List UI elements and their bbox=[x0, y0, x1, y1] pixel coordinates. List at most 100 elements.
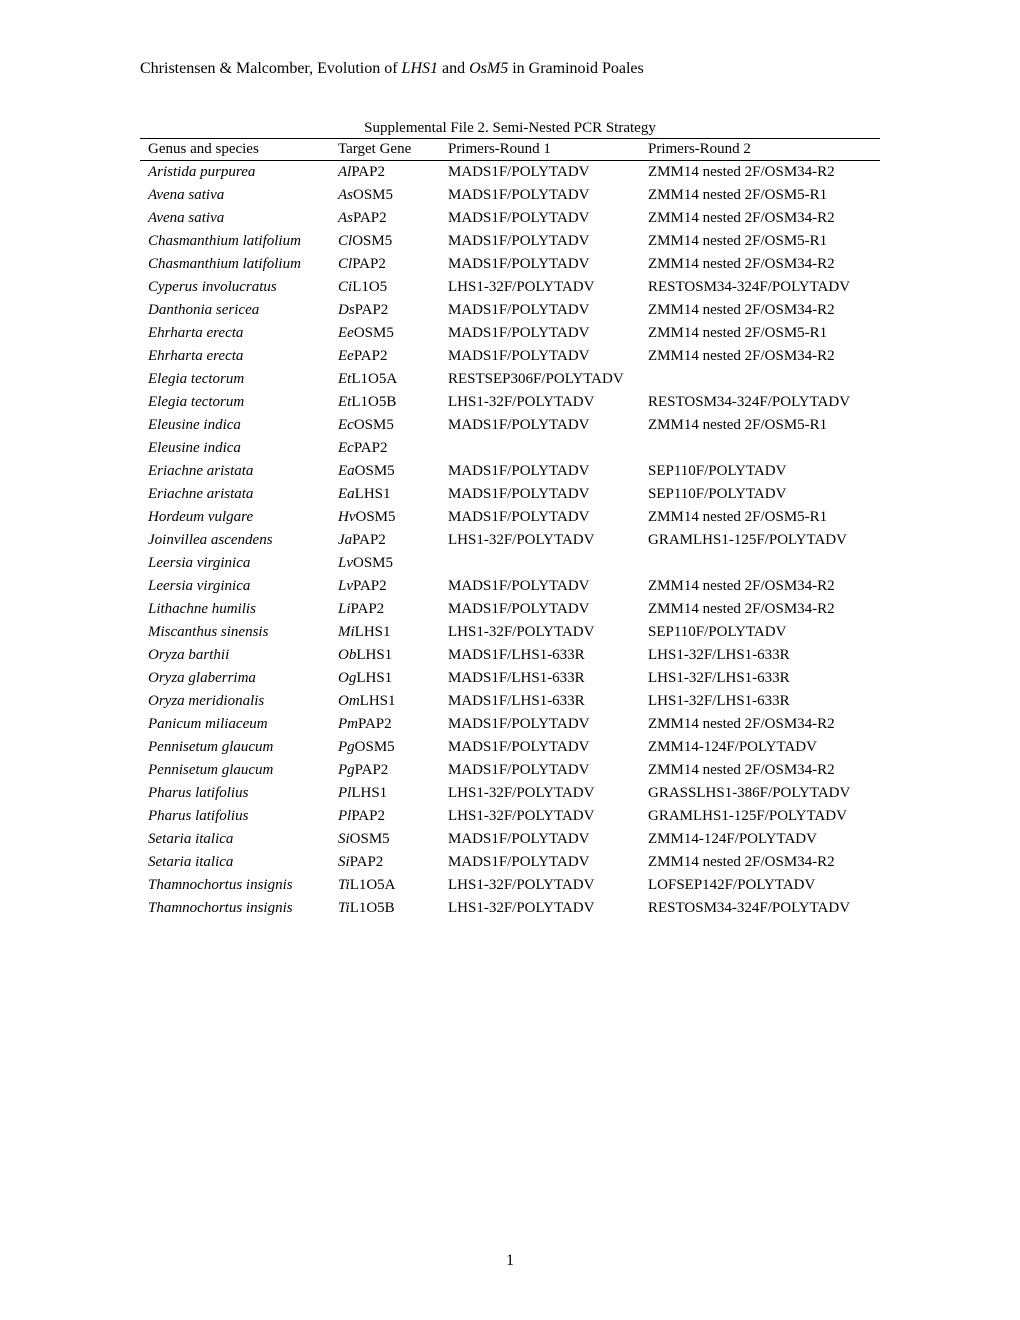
species-name: Danthonia sericea bbox=[148, 302, 259, 318]
table-row: Hordeum vulgareHvOSM5MADS1F/POLYTADVZMM1… bbox=[140, 506, 880, 529]
gene-prefix: Cl bbox=[338, 233, 352, 249]
cell-round1: MADS1F/POLYTADV bbox=[448, 575, 648, 598]
cell-gene: PgOSM5 bbox=[338, 736, 448, 759]
table-header-row: Genus and species Target Gene Primers-Ro… bbox=[140, 139, 880, 161]
gene-suffix: PAP2 bbox=[358, 716, 392, 732]
species-name: Lithachne humilis bbox=[148, 601, 256, 617]
cell-species: Ehrharta erecta bbox=[140, 322, 338, 345]
species-name: Ehrharta erecta bbox=[148, 325, 243, 341]
gene-suffix: PAP2 bbox=[355, 762, 389, 778]
col-header-r2: Primers-Round 2 bbox=[648, 139, 880, 161]
species-name: Leersia virginica bbox=[148, 555, 250, 571]
cell-species: Leersia virginica bbox=[140, 552, 338, 575]
cell-gene: MiLHS1 bbox=[338, 621, 448, 644]
cell-gene: EePAP2 bbox=[338, 345, 448, 368]
cell-round2: ZMM14-124F/POLYTADV bbox=[648, 736, 880, 759]
species-name: Ehrharta erecta bbox=[148, 348, 243, 364]
gene-prefix: Hv bbox=[338, 509, 356, 525]
gene-prefix: Si bbox=[338, 831, 350, 847]
cell-round1: MADS1F/POLYTADV bbox=[448, 414, 648, 437]
table-row: Elegia tectorumEtL1O5ARESTSEP306F/POLYTA… bbox=[140, 368, 880, 391]
table-row: Chasmanthium latifoliumClOSM5MADS1F/POLY… bbox=[140, 230, 880, 253]
species-name: Pennisetum glaucum bbox=[148, 762, 273, 778]
gene-prefix: Og bbox=[338, 670, 356, 686]
cell-gene: CiL1O5 bbox=[338, 276, 448, 299]
table-row: Ehrharta erecta EePAP2MADS1F/POLYTADVZMM1… bbox=[140, 345, 880, 368]
gene-prefix: As bbox=[338, 187, 353, 203]
gene-prefix: Cl bbox=[338, 256, 352, 272]
cell-species: Elegia tectorum bbox=[140, 368, 338, 391]
table-row: Setaria italicaSiPAP2MADS1F/POLYTADVZMM1… bbox=[140, 851, 880, 874]
cell-round1: MADS1F/POLYTADV bbox=[448, 483, 648, 506]
cell-gene: PmPAP2 bbox=[338, 713, 448, 736]
gene-prefix: Pl bbox=[338, 808, 351, 824]
table-row: Eleusine indicaEcPAP2 bbox=[140, 437, 880, 460]
table-row: Pharus latifoliusPlPAP2LHS1-32F/POLYTADV… bbox=[140, 805, 880, 828]
table-row: Panicum miliaceumPmPAP2MADS1F/POLYTADVZM… bbox=[140, 713, 880, 736]
gene-prefix: Ob bbox=[338, 647, 356, 663]
cell-species: Eriachne aristata bbox=[140, 460, 338, 483]
table-row: Leersia virginicaLvOSM5 bbox=[140, 552, 880, 575]
gene-suffix: PAP2 bbox=[351, 601, 385, 617]
table-row: Ehrharta erectaEeOSM5MADS1F/POLYTADVZMM1… bbox=[140, 322, 880, 345]
cell-gene: EtL1O5B bbox=[338, 391, 448, 414]
gene-suffix: PAP2 bbox=[350, 854, 384, 870]
cell-round2: ZMM14 nested 2F/OSM5-R1 bbox=[648, 184, 880, 207]
gene-prefix: Ti bbox=[338, 900, 350, 916]
table-row: Eriachne aristataEaLHS1MADS1F/POLYTADVSE… bbox=[140, 483, 880, 506]
species-name: Eleusine indica bbox=[148, 440, 241, 456]
cell-round1: MADS1F/POLYTADV bbox=[448, 299, 648, 322]
gene-suffix: OSM5 bbox=[355, 739, 395, 755]
cell-species: Leersia virginica bbox=[140, 575, 338, 598]
species-name: Elegia tectorum bbox=[148, 394, 244, 410]
cell-round2: SEP110F/POLYTADV bbox=[648, 460, 880, 483]
table-row: Avena sativaAsOSM5MADS1F/POLYTADVZMM14 n… bbox=[140, 184, 880, 207]
cell-gene: AsPAP2 bbox=[338, 207, 448, 230]
cell-round2: ZMM14 nested 2F/OSM34-R2 bbox=[648, 345, 880, 368]
cell-round1: LHS1-32F/POLYTADV bbox=[448, 805, 648, 828]
cell-species: Ehrharta erecta bbox=[140, 345, 338, 368]
gene-suffix: OSM5 bbox=[354, 325, 394, 341]
gene-suffix: PAP2 bbox=[353, 210, 387, 226]
table-row: Setaria italicaSiOSM5MADS1F/POLYTADVZMM1… bbox=[140, 828, 880, 851]
gene-prefix: Pl bbox=[338, 785, 351, 801]
gene-prefix: Pg bbox=[338, 739, 355, 755]
cell-species: Danthonia sericea bbox=[140, 299, 338, 322]
species-name: Thamnochortus insignis bbox=[148, 900, 293, 916]
pcr-table: Genus and species Target Gene Primers-Ro… bbox=[140, 138, 880, 920]
cell-gene: DsPAP2 bbox=[338, 299, 448, 322]
cell-round1: MADS1F/POLYTADV bbox=[448, 345, 648, 368]
table-row: Elegia tectorum EtL1O5BLHS1-32F/POLYTADVR… bbox=[140, 391, 880, 414]
gene-prefix: Om bbox=[338, 693, 360, 709]
cell-species: Oryza meridionalis bbox=[140, 690, 338, 713]
header-gene1: LHS1 bbox=[402, 60, 438, 77]
table-row: Aristida purpureaAlPAP2MADS1F/POLYTADVZM… bbox=[140, 161, 880, 185]
gene-suffix: L1O5B bbox=[351, 394, 396, 410]
gene-suffix: PAP2 bbox=[355, 302, 389, 318]
cell-round1: MADS1F/POLYTADV bbox=[448, 736, 648, 759]
cell-species: Joinvillea ascendens bbox=[140, 529, 338, 552]
cell-gene: HvOSM5 bbox=[338, 506, 448, 529]
cell-round2: GRAMLHS1-125F/POLYTADV bbox=[648, 805, 880, 828]
gene-suffix: L1O5A bbox=[350, 877, 396, 893]
cell-round2: LHS1-32F/LHS1-633R bbox=[648, 667, 880, 690]
gene-suffix: PAP2 bbox=[352, 256, 386, 272]
cell-round2: RESTOSM34-324F/POLYTADV bbox=[648, 391, 880, 414]
cell-round1: LHS1-32F/POLYTADV bbox=[448, 276, 648, 299]
cell-gene: PlPAP2 bbox=[338, 805, 448, 828]
cell-round2 bbox=[648, 552, 880, 575]
cell-round1: MADS1F/POLYTADV bbox=[448, 713, 648, 736]
cell-round2: ZMM14 nested 2F/OSM5-R1 bbox=[648, 230, 880, 253]
cell-round1: LHS1-32F/POLYTADV bbox=[448, 391, 648, 414]
cell-gene: PlLHS1 bbox=[338, 782, 448, 805]
species-name: Aristida purpurea bbox=[148, 164, 255, 180]
gene-suffix: L1O5 bbox=[352, 279, 387, 295]
cell-gene: EtL1O5A bbox=[338, 368, 448, 391]
cell-round2: ZMM14 nested 2F/OSM5-R1 bbox=[648, 506, 880, 529]
cell-species: Aristida purpurea bbox=[140, 161, 338, 185]
gene-suffix: OSM5 bbox=[356, 509, 396, 525]
species-name: Eriachne aristata bbox=[148, 486, 253, 502]
cell-gene: EaOSM5 bbox=[338, 460, 448, 483]
cell-round2: ZMM14 nested 2F/OSM34-R2 bbox=[648, 851, 880, 874]
cell-round1: MADS1F/POLYTADV bbox=[448, 253, 648, 276]
